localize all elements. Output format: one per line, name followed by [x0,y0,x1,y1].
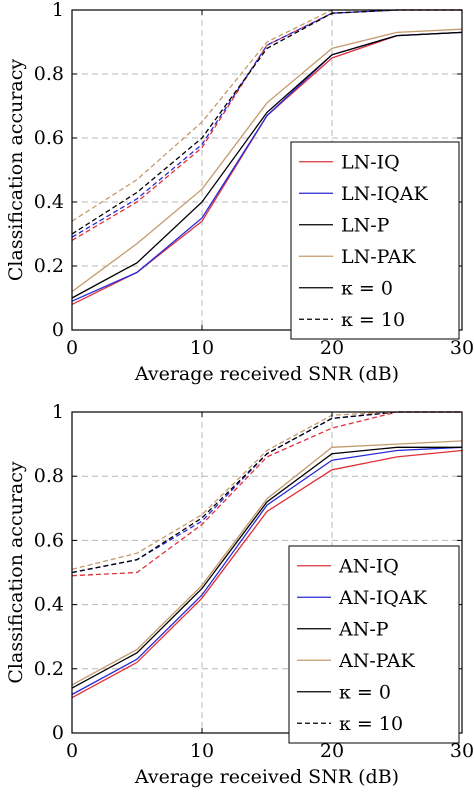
series-line-an-iq-kappa0 [71,449,463,699]
chart-panel-1: 0 10 20 30 0 0.2 0.4 0.6 0.8 1 Average received SN… [5,0,474,385]
series-line-an-p-kappa0 [71,446,462,689]
legend-label: AN-IQAK [338,587,428,609]
legend: LN-IQ LN-IQAK LN-P LN-PAK κ = 0 κ = 10 [290,141,460,340]
y-tick-label: 0.2 [34,255,64,277]
y-tick-label: 0.4 [34,594,64,616]
y-tick-label: 1 [52,0,64,21]
legend-label: LN-IQAK [341,183,428,205]
legend-label: AN-PAK [338,650,416,672]
legend-box [288,545,460,744]
legend-label: κ = 0 [341,277,393,299]
x-tick-label: 20 [320,337,344,359]
plot-frame [71,9,463,331]
legend-label: κ = 0 [339,681,391,703]
series-line-ln-pak-kappa0 [71,28,463,293]
legend-label: κ = 10 [339,713,403,735]
legend-label: LN-P [341,214,390,236]
x-tick-label: 10 [190,740,214,762]
x-tick-label: 0 [66,337,78,359]
x-tick-label: 10 [190,337,214,359]
x-tick-label: 30 [450,740,474,762]
plot-frame [71,411,463,734]
y-tick-label: 0.4 [34,191,64,213]
chart-panel-2: 0 10 20 30 0 0.2 0.4 0.6 0.8 1 Average received SN… [5,401,474,788]
series-line-an-pak-kappa0 [71,440,463,686]
y-tick-label: 1 [52,401,64,423]
legend-label: LN-PAK [341,246,416,268]
series-line-an-p-kappa10 [71,411,462,574]
y-tick-label: 0.6 [34,529,64,551]
series-line-ln-p-kappa0 [71,31,463,299]
legend: AN-IQ AN-IQAK AN-P AN-PAK κ = 0 κ = 10 [288,545,460,744]
y-tick-label: 0 [52,722,64,744]
x-axis-label: Average received SNR (dB) [134,363,399,385]
legend-label: LN-IQ [341,151,400,173]
x-tick-label: 20 [320,740,344,762]
legend-label: AN-IQ [338,555,399,577]
x-axis-label: Average received SNR (dB) [134,766,399,788]
y-tick-label: 0 [52,319,64,341]
x-tick-label: 0 [66,740,78,762]
x-tick-label: 30 [450,337,474,359]
legend-label: AN-P [338,618,389,640]
y-tick-label: 0.6 [34,127,64,149]
y-axis-label: Classification accuracy [5,59,27,281]
y-axis-label: Classification accuracy [5,461,27,683]
y-tick-label: 0.8 [34,63,64,85]
legend-label: κ = 10 [341,309,405,331]
legend-box [290,141,460,340]
series-line-an-iqak-kappa0 [71,446,463,696]
y-tick-label: 0.2 [34,658,64,680]
y-tick-label: 0.8 [34,465,64,487]
